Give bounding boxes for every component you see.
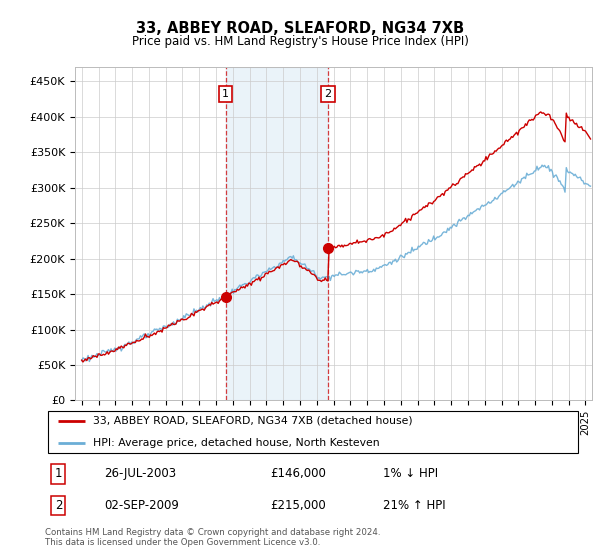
Text: 33, ABBEY ROAD, SLEAFORD, NG34 7XB (detached house): 33, ABBEY ROAD, SLEAFORD, NG34 7XB (deta… [94,416,413,426]
Text: Price paid vs. HM Land Registry's House Price Index (HPI): Price paid vs. HM Land Registry's House … [131,35,469,48]
Text: 2: 2 [55,499,62,512]
Text: 1: 1 [222,89,229,99]
Text: 02-SEP-2009: 02-SEP-2009 [104,499,179,512]
Text: 33, ABBEY ROAD, SLEAFORD, NG34 7XB: 33, ABBEY ROAD, SLEAFORD, NG34 7XB [136,21,464,36]
Bar [226,67,328,400]
Text: Contains HM Land Registry data © Crown copyright and database right 2024.
This d: Contains HM Land Registry data © Crown c… [45,528,380,547]
Text: 1: 1 [55,467,62,480]
Text: 2: 2 [325,89,332,99]
Text: HPI: Average price, detached house, North Kesteven: HPI: Average price, detached house, Nort… [94,438,380,448]
Text: 26-JUL-2003: 26-JUL-2003 [104,467,176,480]
Text: £215,000: £215,000 [271,499,326,512]
Text: 21% ↑ HPI: 21% ↑ HPI [383,499,446,512]
FancyBboxPatch shape [47,410,578,453]
Text: 1% ↓ HPI: 1% ↓ HPI [383,467,439,480]
Text: £146,000: £146,000 [271,467,326,480]
